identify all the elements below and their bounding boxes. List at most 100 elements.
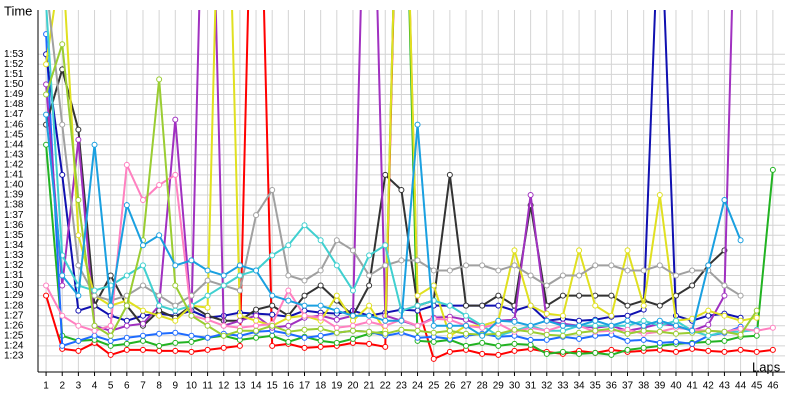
lap-point: [123, 161, 130, 168]
lap-point: [172, 302, 179, 309]
lap-point: [430, 282, 437, 289]
lap-point: [236, 262, 243, 269]
lap-point: [721, 328, 728, 335]
lap-point: [527, 328, 534, 335]
y-tick-label: 1:51: [4, 69, 24, 80]
lap-point: [479, 262, 486, 269]
lap-point: [705, 307, 712, 314]
lap-point: [301, 222, 308, 229]
x-tick-label: 1: [43, 381, 49, 392]
lap-point: [366, 340, 373, 347]
lap-point: [107, 351, 114, 358]
lap-point: [527, 192, 534, 199]
lap-point: [75, 232, 82, 239]
x-tick-label: 6: [124, 381, 130, 392]
lap-point: [576, 322, 583, 329]
lap-point: [107, 337, 114, 344]
lap-point: [220, 344, 227, 351]
x-tick-label: 17: [299, 381, 311, 392]
lap-point: [156, 292, 163, 299]
lap-point: [156, 76, 163, 83]
lap-point: [640, 327, 647, 334]
lap-point: [236, 287, 243, 294]
lap-point: [705, 312, 712, 319]
lap-point: [446, 267, 453, 274]
lap-point: [414, 257, 421, 264]
lap-point: [705, 262, 712, 269]
lap-point: [172, 262, 179, 269]
lap-point: [463, 342, 470, 349]
x-tick-label: 2: [59, 381, 65, 392]
lap-point: [91, 327, 98, 334]
x-tick-label: 15: [267, 381, 279, 392]
lap-point: [656, 322, 663, 329]
lap-point: [495, 302, 502, 309]
lap-point: [382, 330, 389, 337]
lap-point: [769, 346, 776, 353]
lap-point: [495, 317, 502, 324]
lap-point: [317, 302, 324, 309]
lap-point: [139, 312, 146, 319]
lap-point: [608, 322, 615, 329]
lap-point: [430, 322, 437, 329]
lap-point: [253, 317, 260, 324]
y-tick-label: 1:39: [4, 190, 24, 201]
lap-point: [737, 325, 744, 332]
lap-point: [511, 262, 518, 269]
lap-point: [366, 252, 373, 259]
lap-point: [123, 272, 130, 279]
x-tick-label: 38: [638, 381, 650, 392]
lap-point: [479, 324, 486, 331]
lap-point: [398, 317, 405, 324]
lap-point: [188, 257, 195, 264]
x-tick-label: 8: [156, 381, 162, 392]
lap-point: [366, 302, 373, 309]
lap-point: [656, 262, 663, 269]
lap-point: [349, 327, 356, 334]
lap-point: [333, 324, 340, 331]
x-tick-label: 13: [234, 381, 246, 392]
lap-point: [333, 339, 340, 346]
x-tick-label: 36: [606, 381, 618, 392]
lap-point: [543, 310, 550, 317]
lap-point: [285, 297, 292, 304]
lap-point: [382, 322, 389, 329]
lap-point: [672, 330, 679, 337]
lap-point: [188, 312, 195, 319]
lap-point: [689, 282, 696, 289]
lap-point: [495, 351, 502, 358]
lap-point: [156, 312, 163, 319]
lap-point: [382, 242, 389, 249]
lap-point: [75, 337, 82, 344]
lap-point: [624, 267, 631, 274]
lap-point: [463, 330, 470, 337]
lap-point: [59, 342, 66, 349]
lap-point: [59, 282, 66, 289]
lap-point: [220, 272, 227, 279]
lap-point: [446, 302, 453, 309]
lap-point: [366, 282, 373, 289]
lap-point: [366, 318, 373, 325]
lap-point: [608, 346, 615, 353]
lap-point: [753, 327, 760, 334]
lap-point: [511, 347, 518, 354]
lap-point: [333, 316, 340, 323]
lap-point: [107, 272, 114, 279]
x-tick-label: 22: [380, 381, 392, 392]
lap-point: [123, 322, 130, 329]
lap-point: [75, 126, 82, 133]
x-tick-label: 18: [315, 381, 327, 392]
lap-point: [236, 342, 243, 349]
y-tick-label: 1:40: [4, 180, 24, 191]
lap-point: [269, 292, 276, 299]
lap-point: [576, 350, 583, 357]
lap-point: [139, 197, 146, 204]
lap-point: [430, 355, 437, 362]
lap-point: [689, 340, 696, 347]
lap-point: [236, 272, 243, 279]
lap-point: [317, 267, 324, 274]
lap-point: [430, 338, 437, 345]
lap-point: [269, 342, 276, 349]
lap-point: [398, 257, 405, 264]
lap-point: [349, 322, 356, 329]
